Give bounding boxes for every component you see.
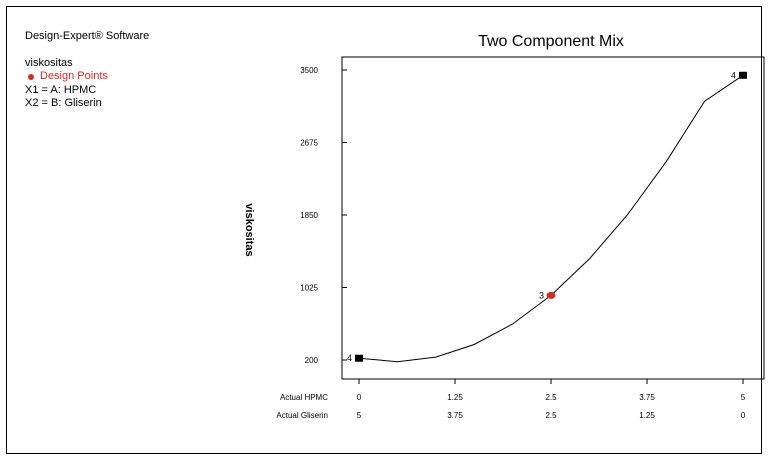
x-tick-label: 5 — [357, 411, 362, 420]
y-tick-label: 2675 — [300, 139, 318, 148]
software-name: Design-Expert® Software — [25, 30, 150, 42]
x-axis-row-label: Actual HPMC — [280, 393, 328, 402]
x-tick-label: 2.5 — [545, 411, 557, 420]
x-tick-label: 0 — [741, 411, 746, 420]
design-point-square — [355, 354, 363, 362]
y-axis: 200 1025 1850 2675 3500 — [300, 66, 347, 365]
y-axis-label: viskositas — [243, 203, 255, 256]
x-tick-label: 3.75 — [447, 411, 463, 420]
design-point-legend-icon — [28, 73, 34, 80]
design-point-label: 4 — [731, 70, 736, 80]
x-tick-label: 0 — [357, 393, 362, 402]
design-point-square — [739, 71, 747, 79]
plot-area — [341, 56, 765, 380]
chart-title: Two Component Mix — [478, 33, 624, 50]
design-point-label: 4 — [347, 353, 352, 363]
factor-x2: X2 = B: Gliserin — [25, 97, 102, 109]
x-tick-label: 2.5 — [545, 393, 557, 402]
legend-design-points: Design Points — [25, 70, 108, 83]
y-tick-label: 3500 — [300, 66, 318, 75]
design-points: 4 3 4 — [347, 70, 747, 363]
design-point-label: 3 — [539, 290, 544, 300]
legend-design-points-label: Design Points — [40, 70, 108, 82]
y-tick-label: 200 — [305, 356, 319, 365]
x-tick-label: 1.25 — [639, 411, 655, 420]
x-axis-row-label: Actual Gliserin — [276, 411, 328, 420]
x-tick-label: 3.75 — [639, 393, 655, 402]
response-name: viskositas — [25, 57, 73, 69]
design-point-circle — [546, 291, 556, 299]
y-tick-label: 1850 — [300, 211, 318, 220]
x-tick-label: 1.25 — [447, 393, 463, 402]
x-axis: Actual HPMC 0 1.25 2.5 3.75 5 Actual Gliserin 5… — [276, 379, 746, 420]
x-tick-label: 5 — [741, 393, 746, 402]
response-curve — [358, 74, 744, 363]
factor-x1: X1 = A: HPMC — [25, 84, 97, 96]
y-tick-label: 1025 — [300, 284, 318, 293]
